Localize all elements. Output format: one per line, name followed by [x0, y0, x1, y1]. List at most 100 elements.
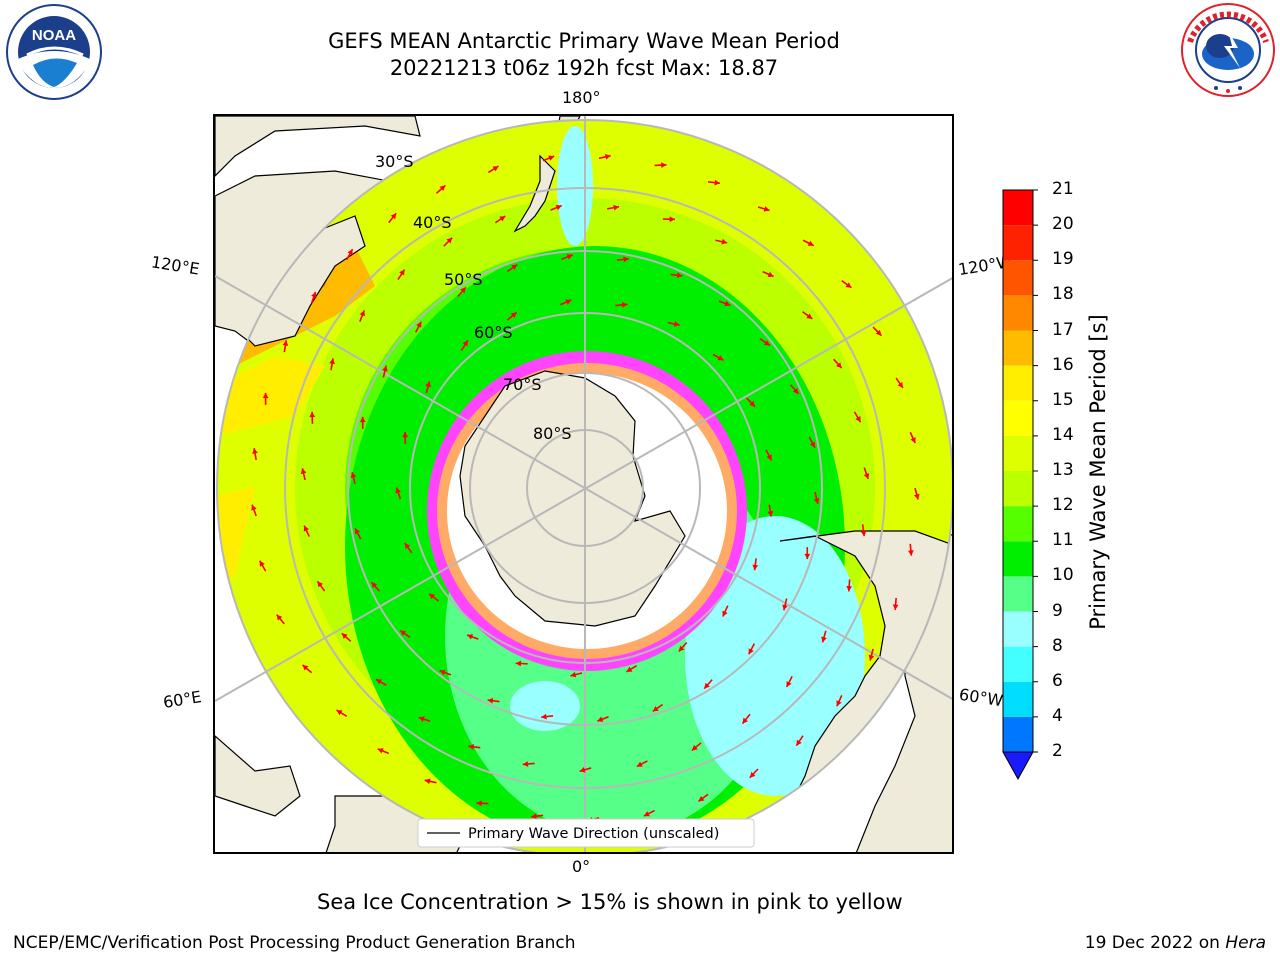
wave-arrow-head: [252, 448, 258, 454]
wave-arrow-head: [821, 636, 827, 643]
wave-arrow-head: [809, 441, 815, 448]
wave-arrow-head: [460, 287, 466, 294]
colorbar-segment: [1003, 506, 1033, 542]
wave-arrow-head: [722, 610, 728, 617]
colorbar-tick-label: 18: [1052, 284, 1074, 305]
wave-arrow-head: [428, 593, 435, 600]
wave-arrow-head: [626, 666, 633, 672]
wave-arrow-head: [510, 312, 517, 318]
wave-arrow-head: [597, 716, 604, 722]
footer-host: Hera: [1225, 933, 1266, 953]
wave-arrow-head: [439, 185, 446, 191]
wave-arrow-head: [724, 300, 731, 307]
wave-arrow-head: [804, 553, 811, 560]
colorbar-segment: [1003, 260, 1033, 296]
wave-arrow-head: [418, 716, 425, 722]
wave-arrow-head: [669, 216, 675, 223]
wave-arrow-head: [282, 340, 289, 346]
colorbar-segment: [1003, 471, 1033, 507]
wave-arrow-head: [404, 543, 411, 550]
wave-arrow-head: [678, 645, 685, 652]
colorbar-tick-label: 16: [1052, 354, 1074, 375]
wave-arrow-head: [749, 400, 756, 407]
colorbar-segment: [1003, 435, 1033, 471]
wave-arrow-head: [375, 679, 382, 685]
colorbar-segment: [1003, 225, 1033, 261]
colorbar-tick-label: 8: [1052, 635, 1063, 656]
wave-arrow-head: [749, 771, 756, 778]
wave-arrow-head: [782, 604, 788, 611]
wave-arrow-head: [717, 355, 724, 361]
lon-label-left-lower: 60°E: [161, 687, 203, 712]
lat-label: 70°S: [503, 375, 542, 394]
footer-date-text: 19 Dec 2022 on: [1084, 933, 1226, 953]
wave-arrow-head: [766, 454, 772, 461]
map-legend-label: Primary Wave Direction (unscaled): [468, 826, 719, 842]
wave-arrow-head: [643, 811, 650, 817]
wave-arrow-head: [763, 206, 770, 212]
map-panel: Primary Wave Direction (unscaled): [213, 114, 954, 854]
wave-arrow-head: [487, 697, 494, 704]
wave-arrow-head: [846, 585, 853, 592]
wave-arrow-head: [636, 761, 643, 767]
wave-arrow-head: [698, 795, 705, 802]
colorbar-segment: [1003, 330, 1033, 366]
wave-arrow-head: [531, 813, 537, 820]
wave-arrow-head: [251, 504, 257, 511]
wave-arrow-head: [371, 582, 378, 589]
sea-ice-caption: Sea Ice Concentration > 15% is shown in …: [317, 890, 903, 914]
colorbar-segment: [1003, 190, 1033, 226]
wave-arrow-head: [661, 162, 667, 168]
footer-org: NCEP/EMC/Verification Post Processing Pr…: [13, 933, 576, 953]
wave-arrow-head: [855, 416, 861, 423]
colorbar-tick-label: 21: [1052, 179, 1074, 199]
colorbar-tick-label: 10: [1052, 565, 1074, 586]
colorbar: [1002, 189, 1038, 781]
wave-arrow-head: [752, 564, 759, 571]
colorbar-tick-label: 4: [1052, 705, 1063, 726]
wave-arrow-head: [355, 528, 361, 535]
wave-arrow-head: [262, 392, 269, 399]
wave-arrow-head: [317, 581, 323, 588]
polar-map: Primary Wave Direction (unscaled): [215, 116, 952, 852]
wave-arrow-head: [302, 664, 309, 671]
wave-arrow-head: [897, 381, 903, 388]
wave-arrow-head: [813, 498, 820, 504]
lon-label-top: 180°: [562, 88, 601, 107]
colorbar-segment: [1003, 646, 1033, 682]
wave-arrow-head: [439, 669, 446, 676]
wave-arrow-head: [807, 240, 814, 246]
wave-arrow-head: [792, 387, 799, 394]
wave-arrow-head: [377, 748, 384, 754]
wave-arrow-head: [704, 682, 710, 689]
wave-arrow-head: [676, 272, 683, 279]
colorbar-segment: [1003, 681, 1033, 717]
wave-arrow-head: [806, 313, 813, 319]
wave-arrow-head: [416, 321, 422, 328]
colorbar-segment: [1003, 576, 1033, 612]
wave-arrow-head: [613, 204, 619, 211]
wave-arrow-head: [462, 340, 468, 347]
wave-arrow-head: [908, 550, 914, 556]
noaa-logo: NOAA: [6, 4, 102, 100]
colorbar-segment: [1003, 541, 1033, 577]
wave-arrow-head: [336, 710, 343, 716]
colorbar-segment: [1003, 611, 1033, 647]
wave-arrow-head: [623, 256, 629, 263]
wave-arrow-head: [721, 238, 728, 245]
wave-arrow-head: [476, 800, 482, 807]
footer-date: 19 Dec 2022 on Hera: [1085, 933, 1266, 953]
wave-arrow-head: [621, 302, 628, 308]
wave-arrow-head: [511, 264, 518, 271]
wave-direction-arrows: [251, 154, 920, 823]
colorbar-segment: [1003, 365, 1033, 401]
wave-arrow-head: [467, 634, 474, 640]
wave-arrow-head: [395, 487, 401, 494]
wave-arrow-head: [399, 269, 405, 276]
wave-arrow-head: [446, 237, 453, 244]
colorbar-tick-label: 14: [1052, 424, 1074, 445]
wave-arrow-head: [400, 630, 407, 636]
wave-arrow-head: [767, 510, 774, 517]
wave-arrow-head: [390, 213, 397, 220]
wave-arrow-head: [425, 381, 431, 388]
